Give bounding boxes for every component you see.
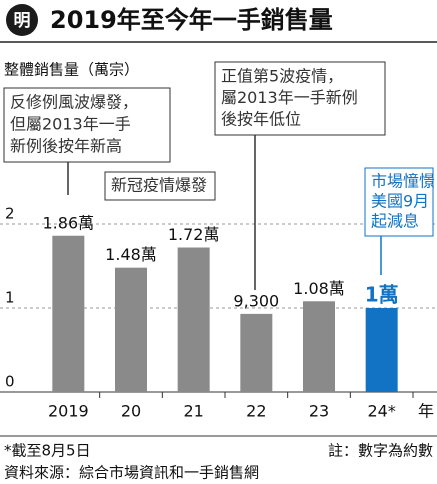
value-label: 9,300 (233, 291, 279, 310)
annotation-box (104, 171, 216, 201)
logo-badge (6, 4, 38, 36)
value-label: 1.48萬 (105, 245, 157, 264)
bar (303, 301, 335, 392)
annotation-text: 後按年低位 (221, 110, 301, 129)
annotation-text: 新冠疫情爆發 (111, 176, 207, 195)
annotation-text: 但屬2013年一手 (10, 115, 131, 134)
x-unit: 年 (418, 402, 434, 421)
annotation-text: 正值第5波疫情， (221, 66, 343, 85)
x-tick-label: 2019 (48, 402, 89, 421)
bar (365, 308, 398, 392)
annotation-text: 起減息 (371, 212, 419, 231)
logo: 明 (14, 11, 31, 31)
y-tick-label: 0 (5, 373, 15, 391)
annotation-box (364, 167, 434, 237)
annotation-text: 屬2013年一手新例 (221, 88, 358, 107)
x-tick-label: 21 (183, 402, 203, 421)
footnote: 註：數字為約數 (328, 442, 433, 460)
y-tick-label: 1 (5, 289, 15, 307)
x-tick-label: 23 (309, 402, 329, 421)
bar (52, 235, 85, 392)
annotation-text: 市場憧憬 (371, 172, 435, 191)
bar (115, 267, 147, 392)
value-label: 1.86萬 (43, 213, 95, 232)
x-tick-label: 20 (121, 402, 141, 421)
y-axis-label: 整體銷售量（萬宗） (4, 61, 139, 79)
value-label: 1.08萬 (293, 279, 345, 298)
x-tick-label: 22 (246, 402, 266, 421)
annotation-text: 新例後按年新高 (10, 137, 122, 156)
source: 資料來源：綜合市場資訊和一手銷售網 (4, 464, 259, 482)
value-label: 1.72萬 (168, 225, 220, 244)
annotation-box (3, 87, 171, 163)
y-tick-label: 2 (5, 205, 15, 223)
annotation-text: 反修例風波爆發， (10, 93, 138, 112)
bar (240, 313, 273, 392)
chart-title: 2019年至今年一手銷售量 (50, 6, 333, 34)
annotation-text: 美國9月 (371, 192, 429, 211)
x-tick-label: 24* (367, 402, 395, 421)
annotation-box (214, 61, 386, 136)
footnote: *截至8月5日 (4, 442, 91, 460)
bar (177, 247, 210, 392)
value-label: 1萬 (365, 283, 399, 307)
